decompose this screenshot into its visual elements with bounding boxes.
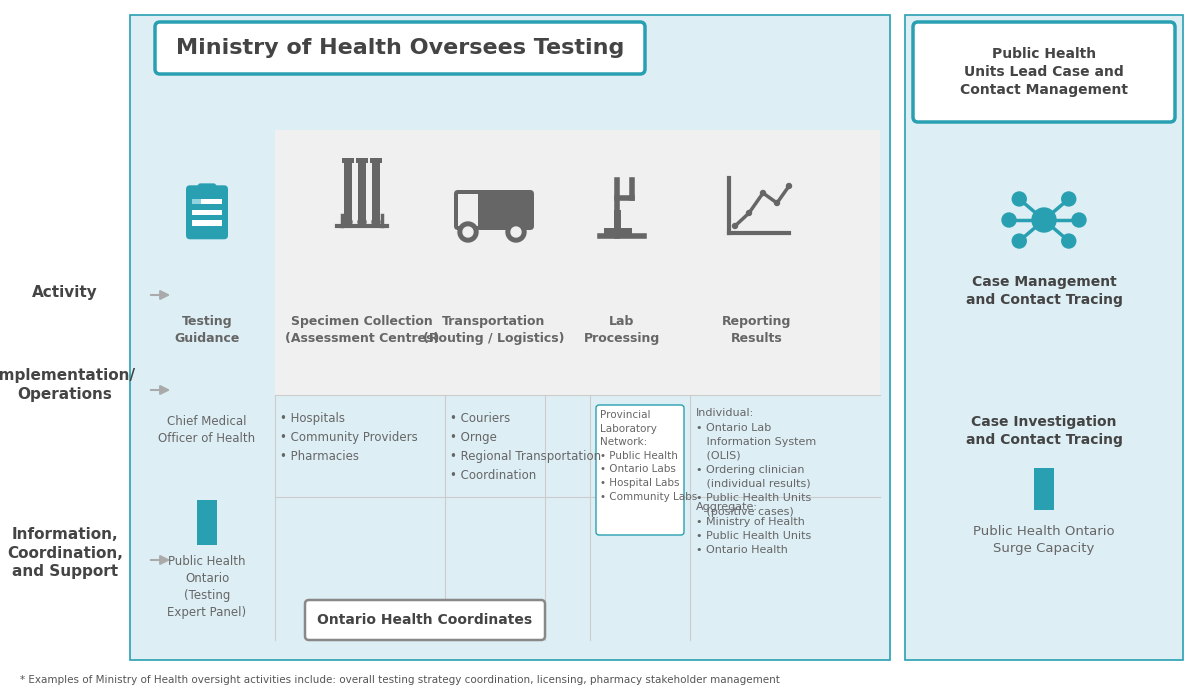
Bar <box>355 158 368 163</box>
Bar <box>370 158 382 163</box>
Bar <box>192 199 201 204</box>
Circle shape <box>1032 208 1056 232</box>
Circle shape <box>733 224 737 229</box>
Bar <box>343 162 352 222</box>
Text: Lab
Processing: Lab Processing <box>584 315 661 345</box>
Circle shape <box>464 227 473 237</box>
FancyBboxPatch shape <box>913 22 1175 122</box>
Bar <box>192 220 222 226</box>
FancyBboxPatch shape <box>305 600 545 640</box>
FancyBboxPatch shape <box>454 190 534 230</box>
FancyBboxPatch shape <box>155 22 645 74</box>
Circle shape <box>1012 192 1026 206</box>
Text: * Examples of Ministry of Health oversight activities include: overall testing s: * Examples of Ministry of Health oversig… <box>20 675 779 685</box>
Text: Provincial
Laboratory
Network:
• Public Health
• Ontario Labs
• Hospital Labs
• : Provincial Laboratory Network: • Public … <box>600 410 698 502</box>
Circle shape <box>372 218 380 226</box>
Circle shape <box>760 190 765 195</box>
Bar <box>372 162 380 222</box>
Bar <box>130 15 890 660</box>
Text: Public Health Ontario
Surge Capacity: Public Health Ontario Surge Capacity <box>973 525 1115 555</box>
Circle shape <box>1002 213 1016 227</box>
Bar <box>197 500 217 545</box>
Text: Aggregate:: Aggregate: <box>697 502 758 512</box>
Text: • Ontario Lab
   Information System
   (OLIS)
• Ordering clinician
   (individua: • Ontario Lab Information System (OLIS) … <box>697 423 817 517</box>
Text: Case Management
and Contact Tracing: Case Management and Contact Tracing <box>966 275 1123 307</box>
Text: Chief Medical
Officer of Health: Chief Medical Officer of Health <box>159 415 256 445</box>
Text: Transportation
(Routing / Logistics): Transportation (Routing / Logistics) <box>423 315 564 345</box>
Circle shape <box>506 222 526 242</box>
Text: • Ministry of Health
• Public Health Units
• Ontario Health: • Ministry of Health • Public Health Uni… <box>697 517 811 555</box>
Text: Activity: Activity <box>32 286 97 300</box>
Text: Testing
Guidance: Testing Guidance <box>174 315 240 345</box>
Bar <box>604 228 632 236</box>
Bar <box>275 130 880 395</box>
Bar <box>342 158 354 163</box>
Circle shape <box>775 200 779 206</box>
Circle shape <box>358 218 366 226</box>
Text: Individual:: Individual: <box>697 408 754 418</box>
Text: Implementation/
Operations: Implementation/ Operations <box>0 368 136 402</box>
Circle shape <box>747 211 752 215</box>
Text: Reporting
Results: Reporting Results <box>722 315 791 345</box>
Circle shape <box>1072 213 1086 227</box>
FancyBboxPatch shape <box>197 183 216 190</box>
Text: • Couriers
• Ornge
• Regional Transportation
• Coordination: • Couriers • Ornge • Regional Transporta… <box>450 412 602 482</box>
Text: • Hospitals
• Community Providers
• Pharmacies: • Hospitals • Community Providers • Phar… <box>280 412 418 463</box>
Circle shape <box>1012 234 1026 248</box>
Text: Ontario Health Coordinates: Ontario Health Coordinates <box>317 613 532 627</box>
Bar <box>906 15 1183 660</box>
Text: Public Health
Units Lead Case and
Contact Management: Public Health Units Lead Case and Contac… <box>960 47 1128 97</box>
Text: Specimen Collection
(Assessment Centres): Specimen Collection (Assessment Centres) <box>285 315 440 345</box>
Bar <box>358 162 366 222</box>
Text: Ministry of Health Oversees Testing: Ministry of Health Oversees Testing <box>175 38 625 58</box>
Bar <box>458 194 478 226</box>
FancyBboxPatch shape <box>186 186 228 239</box>
Circle shape <box>787 183 791 188</box>
Circle shape <box>510 227 521 237</box>
Circle shape <box>1062 234 1076 248</box>
Text: Case Investigation
and Contact Tracing: Case Investigation and Contact Tracing <box>966 415 1123 448</box>
Text: Public Health
Ontario
(Testing
Expert Panel): Public Health Ontario (Testing Expert Pa… <box>167 555 246 619</box>
Bar <box>192 199 222 204</box>
Bar <box>192 210 222 215</box>
Circle shape <box>343 218 352 226</box>
FancyBboxPatch shape <box>596 405 685 535</box>
Bar <box>1034 468 1054 510</box>
Circle shape <box>1062 192 1076 206</box>
Circle shape <box>458 222 478 242</box>
Text: Information,
Coordination,
and Support: Information, Coordination, and Support <box>7 527 123 579</box>
